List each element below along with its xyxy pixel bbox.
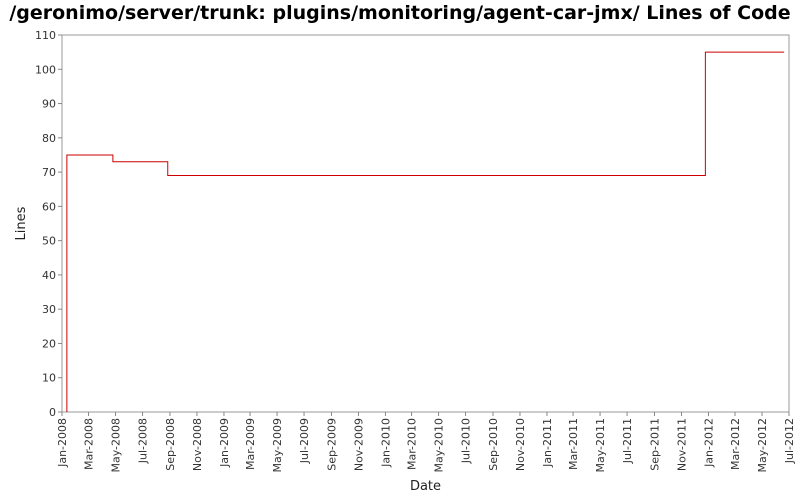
y-tick-label: 10 bbox=[42, 372, 56, 385]
x-tick-label: Sep-2010 bbox=[487, 418, 500, 471]
x-tick-label: Mar-2012 bbox=[729, 418, 742, 470]
x-axis: Jan-2008 Mar-2008 May-2008 Jul-2008 Sep-2008… bbox=[56, 412, 796, 473]
x-tick-label: Nov-2009 bbox=[352, 418, 365, 471]
y-tick-label: 100 bbox=[35, 63, 56, 76]
y-axis: 0 10 20 30 40 50 60 70 80 90 100 110 bbox=[35, 29, 62, 419]
x-tick-label: Sep-2009 bbox=[325, 418, 338, 471]
x-tick-label: Jul-2009 bbox=[298, 418, 311, 464]
y-tick-label: 90 bbox=[42, 98, 56, 111]
x-tick-label: May-2008 bbox=[110, 418, 123, 473]
x-tick-label: Jan-2010 bbox=[379, 418, 392, 468]
y-tick-label: 110 bbox=[35, 29, 56, 42]
x-tick-label: Jul-2012 bbox=[783, 418, 796, 464]
x-tick-label: May-2011 bbox=[594, 418, 607, 473]
y-tick-label: 30 bbox=[42, 303, 56, 316]
y-tick-label: 80 bbox=[42, 132, 56, 145]
y-axis-label: Lines bbox=[14, 206, 29, 240]
x-tick-label: Jan-2012 bbox=[702, 418, 715, 468]
y-tick-label: 50 bbox=[42, 235, 56, 248]
x-tick-label: Mar-2011 bbox=[567, 418, 580, 470]
x-tick-label: Jan-2009 bbox=[218, 418, 231, 468]
y-tick-label: 0 bbox=[49, 406, 56, 419]
x-tick-label: Jul-2011 bbox=[621, 418, 634, 464]
x-tick-label: Sep-2011 bbox=[648, 418, 661, 471]
x-tick-label: Nov-2010 bbox=[514, 418, 527, 471]
y-tick-label: 60 bbox=[42, 200, 56, 213]
chart-title: /geronimo/server/trunk: plugins/monitori… bbox=[9, 2, 791, 24]
x-tick-label: Jan-2011 bbox=[541, 418, 554, 468]
x-tick-label: Jul-2008 bbox=[137, 418, 150, 464]
x-tick-label: May-2012 bbox=[756, 418, 769, 473]
x-tick-label: Mar-2009 bbox=[244, 418, 257, 470]
plot-area bbox=[61, 34, 790, 413]
x-tick-label: Jul-2010 bbox=[460, 418, 473, 464]
x-tick-label: May-2009 bbox=[271, 418, 284, 473]
y-tick-label: 20 bbox=[42, 337, 56, 350]
x-tick-label: Jan-2008 bbox=[56, 418, 69, 468]
x-tick-label: Nov-2008 bbox=[191, 418, 204, 471]
x-tick-label: May-2010 bbox=[433, 418, 446, 473]
series-line bbox=[66, 51, 785, 412]
x-tick-label: Nov-2011 bbox=[675, 418, 688, 471]
x-tick-label: Mar-2010 bbox=[406, 418, 419, 470]
y-tick-label: 70 bbox=[42, 166, 56, 179]
y-tick-label: 40 bbox=[42, 269, 56, 282]
x-tick-label: Sep-2008 bbox=[164, 418, 177, 471]
x-axis-label: Date bbox=[410, 479, 441, 494]
x-tick-label: Mar-2008 bbox=[83, 418, 96, 470]
